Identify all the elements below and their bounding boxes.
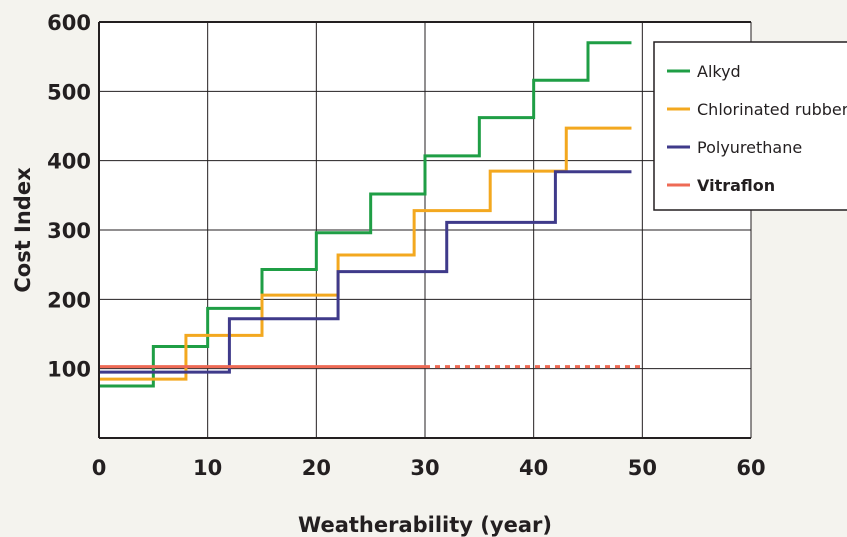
- tick-labels: 0 10 20 30 40 50 60 100 200 300 400 500 600: [47, 11, 765, 480]
- y-tick-label-500: 500: [47, 80, 91, 104]
- x-axis-title: Weatherability (year): [298, 513, 552, 537]
- series-line-chlorinated-rubber: [99, 126, 632, 381]
- series-line-alkyd: [99, 41, 632, 388]
- y-tick-label-600: 600: [47, 11, 91, 35]
- x-tick-label-40: 40: [519, 456, 548, 480]
- y-tick-label-100: 100: [47, 358, 91, 382]
- legend-label-alkyd: Alkyd: [697, 62, 741, 81]
- y-tick-label-400: 400: [47, 150, 91, 174]
- x-tick-label-20: 20: [302, 456, 331, 480]
- y-tick-label-300: 300: [47, 219, 91, 243]
- x-tick-label-50: 50: [628, 456, 657, 480]
- series-group: [99, 41, 643, 388]
- x-tick-label-10: 10: [193, 456, 222, 480]
- series-line-polyurethane: [99, 170, 632, 374]
- y-tick-label-200: 200: [47, 288, 91, 312]
- legend-label-chlorinated-rubber: Chlorinated rubber: [697, 100, 847, 119]
- x-tick-label-30: 30: [410, 456, 439, 480]
- legend-label-vitraflon: Vitraflon: [697, 176, 775, 195]
- legend-label-polyurethane: Polyurethane: [697, 138, 802, 157]
- y-axis-title: Cost Index: [11, 167, 35, 293]
- x-tick-label-60: 60: [736, 456, 765, 480]
- legend: Alkyd Chlorinated rubber Polyurethane Vitra…: [653, 41, 847, 211]
- axes: [98, 21, 751, 439]
- x-tick-label-0: 0: [92, 456, 107, 480]
